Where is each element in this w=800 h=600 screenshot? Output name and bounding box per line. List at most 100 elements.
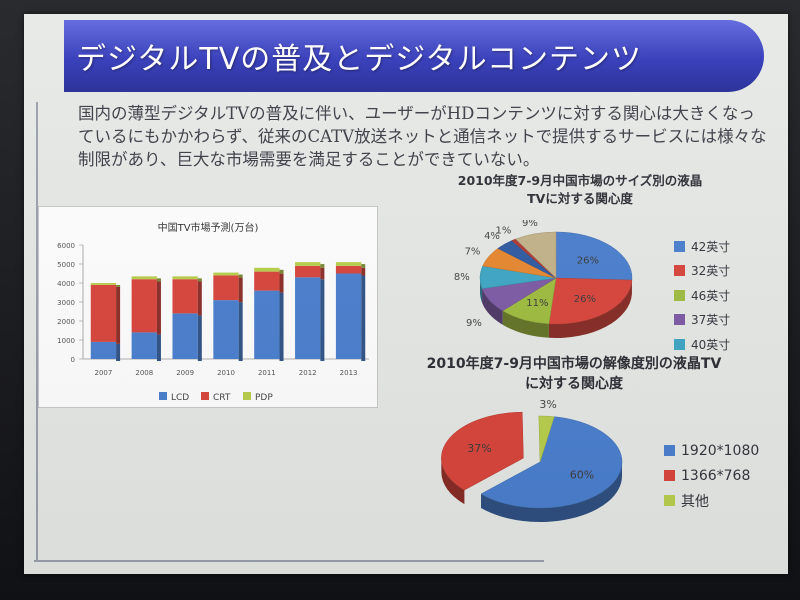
stacked-bar-chart: 中国TV市場予測(万台) 0 1000 2000 3000 4000 5000 6000 200… — [57, 221, 369, 403]
legend-item: 其他 — [664, 488, 759, 513]
x-tick-label: 2011 — [258, 369, 276, 377]
legend-label-pdp: PDP — [255, 393, 273, 403]
bar-segment-crt — [90, 284, 117, 342]
y-tick-label: 6000 — [57, 242, 75, 250]
bar-segment-depth — [197, 315, 202, 361]
pie-data-label: 7% — [465, 247, 481, 258]
pie-data-label: 8% — [454, 272, 470, 283]
legend-item: 46英寸 — [674, 283, 730, 308]
pie-data-label: 9% — [522, 220, 538, 229]
bottom-border-rule — [34, 560, 544, 562]
legend-swatch-pdp — [243, 392, 251, 400]
bar-segment-lcd — [90, 341, 117, 359]
resolution-interest-chart-title: 2010年度7-9月中国市場の解像度別の液晶TVに対する関心度 — [426, 356, 722, 392]
legend-label-crt: CRT — [213, 393, 231, 403]
bar-segment-pdp — [254, 267, 280, 272]
bar-segment-depth — [361, 264, 366, 268]
bar-segment-depth — [238, 274, 243, 278]
legend-swatch — [664, 470, 675, 481]
bar-segment-crt — [131, 279, 157, 333]
bar-segment-depth — [116, 285, 121, 287]
legend-swatch — [674, 314, 685, 326]
bar-segment-depth — [238, 302, 243, 361]
bar-segment-depth — [320, 267, 325, 280]
pie-slice — [515, 231, 557, 279]
resolution-interest-legend: 1920*1080 1366*768 其他 — [664, 438, 759, 513]
bar-segment-lcd — [335, 273, 362, 359]
pie-data-label: 26% — [577, 256, 599, 267]
pie-data-label: 11% — [526, 298, 548, 309]
legend-label: 42英寸 — [691, 239, 731, 254]
legend-swatch-lcd — [159, 392, 167, 400]
bar-segment-crt — [254, 271, 280, 291]
legend-swatch — [674, 240, 685, 252]
presentation-slide: デジタルTVの普及とデジタルコンテンツ 国内の薄型デジタルTVの普及に伴い、ユー… — [24, 14, 788, 574]
bar-segment-lcd — [131, 332, 157, 359]
legend-swatch — [674, 265, 685, 277]
bar-segment-pdp — [335, 262, 362, 266]
pie-slice-depth — [441, 458, 465, 505]
pie-data-label: 4% — [484, 231, 500, 242]
bar-segment-depth — [156, 278, 161, 282]
x-tick-label: 2012 — [299, 369, 317, 377]
size-interest-pie-chart: 26% 26% 11% 9% 8% 7%4%1% 9% — [454, 220, 633, 338]
x-tick-label: 2009 — [176, 369, 194, 377]
x-tick-label: 2013 — [340, 369, 358, 377]
x-tick-label: 2008 — [135, 369, 153, 377]
bar-segment-depth — [320, 264, 325, 268]
y-tick-label: 1000 — [57, 337, 75, 345]
bar-chart-title: 中国TV市場予測(万台) — [158, 221, 259, 234]
x-tick-label: 2010 — [217, 369, 235, 377]
legend-item: 42英寸 — [674, 234, 730, 259]
pie-slice-depth — [481, 462, 622, 522]
pie-data-label: 26% — [574, 294, 596, 305]
bar-segment-lcd — [254, 290, 280, 359]
tv-market-forecast-chart-panel: 中国TV市場予測(万台) 0 1000 2000 3000 4000 5000 6000 200… — [38, 206, 378, 408]
slide-title: デジタルTVの普及とデジタルコンテンツ — [76, 42, 643, 77]
pie-slice — [441, 411, 524, 491]
legend-item: 1366*768 — [664, 463, 759, 488]
bar-segment-crt — [172, 279, 198, 314]
bar-segment-depth — [279, 269, 284, 274]
pie-data-label: 1% — [496, 226, 512, 237]
bar-segment-depth — [361, 267, 366, 276]
bar-segment-depth — [279, 292, 284, 361]
legend-swatch — [674, 338, 685, 350]
bar-segment-crt — [335, 265, 362, 274]
pie-data-label: 9% — [466, 318, 482, 329]
legend-label: 37英寸 — [691, 313, 731, 328]
legend-swatch-crt — [201, 392, 209, 400]
resolution-interest-pie-chart: 60% 37% 3% — [441, 400, 623, 522]
legend-item: 1920*1080 — [664, 438, 759, 463]
bar-segment-depth — [156, 334, 161, 361]
bar-segment-pdp — [213, 272, 239, 276]
legend-label: 1920*1080 — [681, 442, 760, 459]
pie-data-label: 37% — [467, 442, 491, 455]
y-tick-label: 3000 — [57, 299, 75, 307]
bar-segment-pdp — [90, 283, 117, 285]
bar-segment-depth — [156, 281, 161, 335]
bar-segment-depth — [197, 281, 202, 316]
y-tick-label: 4000 — [57, 280, 75, 288]
legend-label: 1366*768 — [681, 467, 751, 484]
y-tick-label: 2000 — [57, 318, 75, 326]
left-border-rule — [26, 102, 38, 562]
legend-item: 37英寸 — [674, 308, 730, 333]
bar-segment-pdp — [172, 276, 198, 280]
bar-segment-pdp — [295, 262, 321, 266]
legend-swatch — [664, 445, 675, 456]
pie-slice — [548, 277, 633, 325]
legend-item: 32英寸 — [674, 259, 730, 284]
size-interest-chart-title: 2010年度7-9月中国市場のサイズ別の液晶TVに対する関心度 — [457, 173, 703, 206]
bar-segment-depth — [116, 343, 121, 361]
slide-body-text: 国内の薄型デジタルTVの普及に伴い、ユーザーがHDコンテンツに対する関心は大きく… — [78, 104, 767, 169]
bar-segment-depth — [279, 273, 284, 293]
pie-slice — [538, 415, 555, 463]
bar-segment-crt — [295, 265, 321, 278]
bar-segment-depth — [197, 278, 202, 282]
pie-data-label: 60% — [570, 469, 594, 482]
bar-segment-lcd — [295, 277, 321, 359]
y-tick-label: 5000 — [57, 261, 75, 269]
legend-label: 其他 — [681, 493, 709, 510]
pie-slice — [480, 416, 623, 509]
